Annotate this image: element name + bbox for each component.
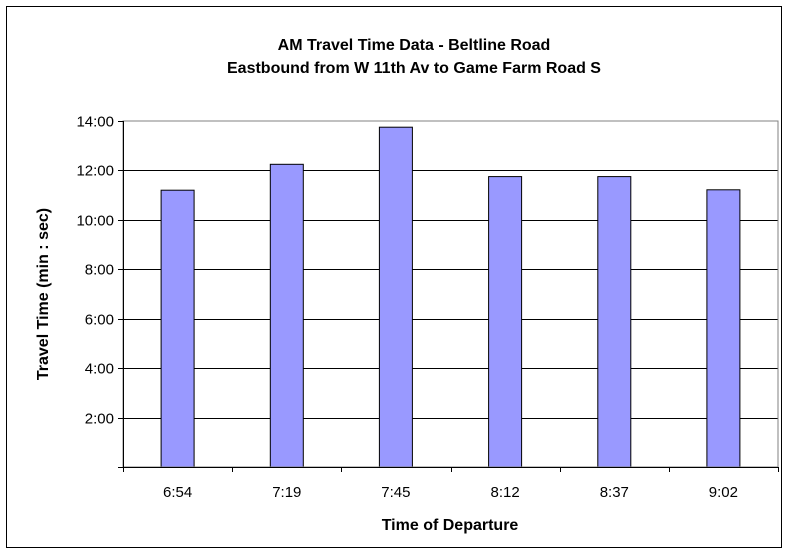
y-axis-title: Travel Time (min : sec) xyxy=(35,208,52,380)
y-tick-label: 8:00 xyxy=(85,262,114,279)
bar xyxy=(597,176,632,468)
x-tick-labels: 6:54 7:19 7:45 8:12 8:37 9:02 xyxy=(163,484,738,501)
bar xyxy=(706,189,741,468)
axes xyxy=(118,120,779,472)
y-tick-labels: 2:00 4:00 6:00 8:00 10:00 12:00 14:00 xyxy=(76,114,114,428)
bar xyxy=(269,163,304,468)
x-tick-label: 8:37 xyxy=(600,484,629,501)
x-tick-label: 7:45 xyxy=(381,484,410,501)
y-tick-label: 2:00 xyxy=(85,411,114,428)
bar xyxy=(488,176,523,468)
chart-subtitle: Eastbound from W 11th Av to Game Farm Ro… xyxy=(227,60,601,77)
y-tick-label: 14:00 xyxy=(76,114,114,131)
x-tick-label: 7:19 xyxy=(272,484,301,501)
x-tick-label: 9:02 xyxy=(709,484,738,501)
x-tick-label: 8:12 xyxy=(490,484,519,501)
y-tick-label: 10:00 xyxy=(76,213,114,230)
gridlines xyxy=(123,170,778,419)
bars xyxy=(160,126,741,468)
chart-title: AM Travel Time Data - Beltline Road xyxy=(278,37,551,54)
x-tick-label: 6:54 xyxy=(163,484,192,501)
plot-area-border xyxy=(122,120,779,468)
bar xyxy=(378,126,413,468)
y-tick-label: 4:00 xyxy=(85,361,114,378)
bar xyxy=(160,189,195,468)
y-tick-label: 6:00 xyxy=(85,312,114,329)
x-axis-title: Time of Departure xyxy=(382,517,519,534)
y-tick-label: 12:00 xyxy=(76,163,114,180)
